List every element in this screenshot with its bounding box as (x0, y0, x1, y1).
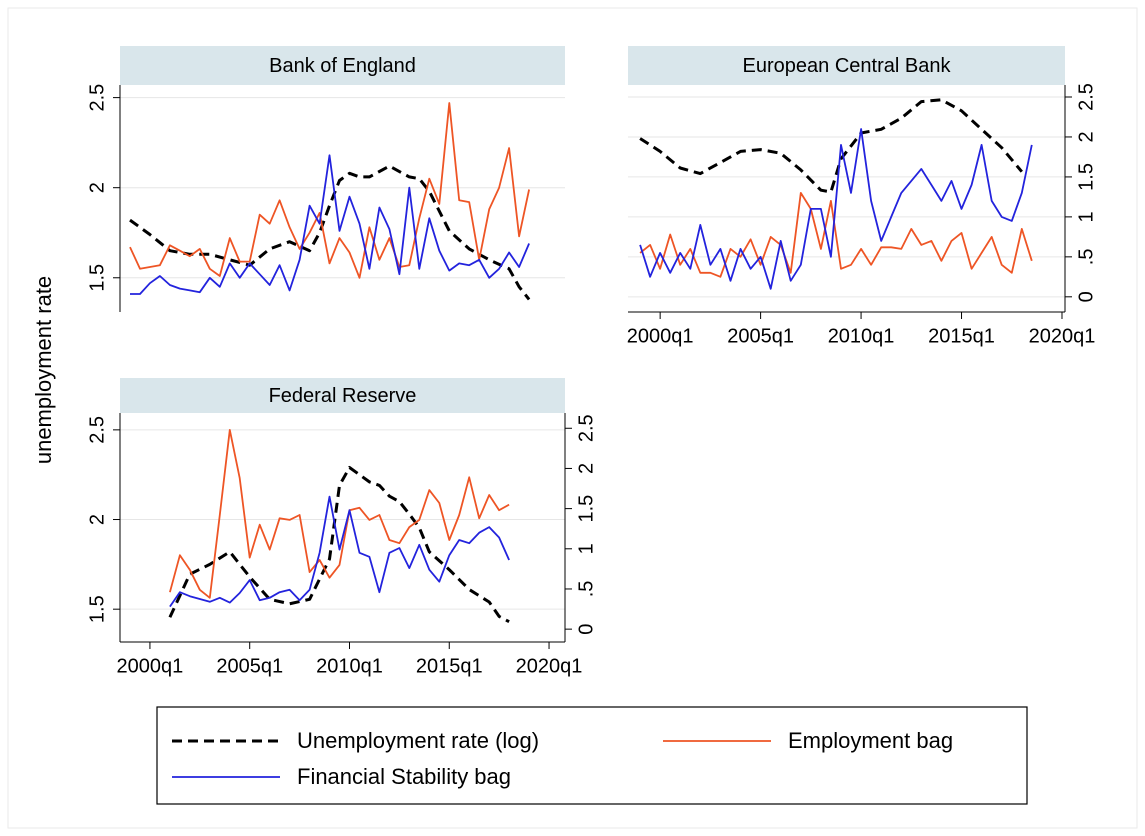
legend-label: Financial Stability bag (297, 764, 511, 789)
series-line (130, 154, 530, 295)
y2-tick-label: 1 (1075, 211, 1097, 222)
y2-tick-label: 0 (1075, 291, 1097, 302)
series-line (129, 164, 531, 301)
y-tick-label: 1.5 (86, 264, 108, 292)
y2-tick-label: 2.5 (1075, 83, 1097, 111)
y-tick-label: 2 (86, 514, 108, 525)
y2-tick-label: 2 (575, 463, 597, 474)
y2-tick-label: .5 (1075, 249, 1097, 266)
y-tick-label: 2.5 (86, 416, 108, 444)
panel-title-strip (628, 46, 1065, 85)
series-line (168, 466, 510, 624)
y-axis-label: unemployment rate (31, 276, 56, 464)
panel-title: European Central Bank (743, 55, 952, 77)
y-tick-label: 2.5 (86, 84, 108, 112)
x-tick-label: 2010q1 (316, 655, 383, 677)
series-line (169, 429, 510, 599)
panel-title: Federal Reserve (269, 385, 417, 407)
x-tick-label: 2015q1 (928, 325, 995, 347)
legend-label: Unemployment rate (log) (297, 728, 539, 753)
x-tick-label: 2005q1 (216, 655, 283, 677)
series-line (129, 102, 530, 279)
y-tick-label: 2 (86, 182, 108, 193)
y2-tick-label: 2.5 (575, 414, 597, 442)
legend-label: Employment bag (788, 728, 953, 753)
y2-tick-label: 1 (575, 543, 597, 554)
panel-title-strip (120, 46, 565, 85)
series-line (169, 495, 510, 608)
series-line (639, 128, 1033, 290)
y2-tick-label: 0 (575, 624, 597, 635)
y2-tick-label: .5 (575, 581, 597, 598)
legend-box (156, 706, 1028, 805)
series-line (639, 192, 1033, 278)
y2-tick-label: 1.5 (1075, 163, 1097, 191)
x-tick-label: 2020q1 (1029, 325, 1096, 347)
panel-title-strip (120, 378, 565, 413)
x-tick-label: 2020q1 (516, 655, 583, 677)
x-tick-label: 2000q1 (627, 325, 694, 347)
graph-frame (7, 7, 1138, 829)
y-tick-label: 1.5 (86, 595, 108, 623)
y2-tick-label: 1.5 (575, 495, 597, 523)
x-tick-label: 2015q1 (416, 655, 483, 677)
panel-title: Bank of England (269, 55, 416, 77)
y2-tick-label: 2 (1075, 131, 1097, 142)
x-tick-label: 2010q1 (828, 325, 895, 347)
x-tick-label: 2000q1 (117, 655, 184, 677)
x-tick-label: 2005q1 (727, 325, 794, 347)
